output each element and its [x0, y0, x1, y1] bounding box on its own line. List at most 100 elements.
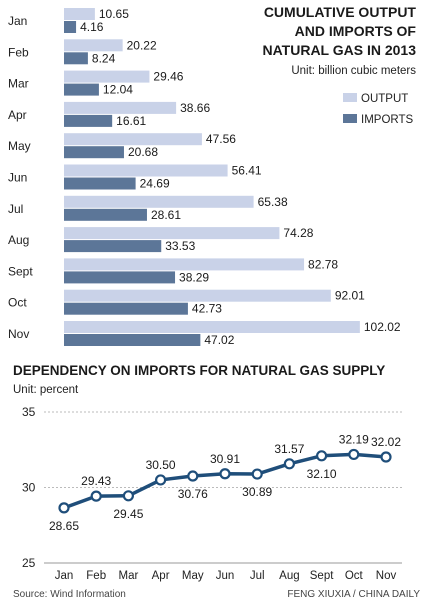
bar-imports-value: 24.69	[140, 177, 170, 191]
x-tick-label: Feb	[86, 570, 106, 582]
bar-imports-value: 47.02	[204, 333, 234, 347]
bar-category-label: Oct	[8, 296, 27, 310]
line-value-label: 28.65	[49, 519, 79, 533]
bar-output	[64, 101, 177, 114]
bar-chart-title-line-2: AND IMPORTS OF	[295, 23, 417, 39]
legend-swatch-output	[343, 93, 357, 102]
line-point	[219, 468, 231, 480]
bar-output	[64, 39, 123, 52]
bar-category-label: Jan	[8, 14, 27, 28]
bar-category-label: Nov	[8, 327, 29, 341]
bar-output	[64, 227, 280, 240]
bar-output-value: 65.38	[258, 195, 288, 209]
bar-imports	[64, 114, 113, 127]
bar-output-value: 29.46	[153, 70, 183, 84]
bar-imports	[64, 302, 188, 315]
line-value-label: 29.43	[81, 474, 111, 488]
line-value-label: 29.45	[113, 507, 143, 521]
bar-category-label: Apr	[8, 108, 27, 122]
x-tick-label: May	[182, 570, 204, 582]
bar-output-value: 102.02	[364, 320, 401, 334]
line-point	[380, 451, 392, 463]
bar-imports-value: 20.68	[128, 145, 158, 159]
bar-imports-value: 42.73	[192, 302, 222, 316]
bar-imports	[64, 52, 88, 65]
bar-imports	[64, 146, 124, 159]
x-tick-label: Sept	[310, 570, 334, 582]
y-tick-label: 25	[22, 556, 36, 570]
bar-output-value: 38.66	[180, 101, 210, 115]
bar-imports	[64, 177, 136, 190]
bar-imports-value: 38.29	[179, 270, 209, 284]
line-point	[348, 448, 360, 461]
bar-imports-value: 12.04	[103, 83, 133, 97]
line-chart-plot: 25 30 35 28.65 Jan 29.43 Feb 29.45 Mar 30.50 Apr 30…	[22, 405, 402, 582]
line-value-label: 30.91	[210, 452, 240, 466]
bar-imports	[64, 83, 99, 96]
bar-output-value: 47.56	[206, 132, 236, 146]
bar-category-label: Mar	[8, 77, 29, 91]
bar-output-value: 74.28	[283, 226, 313, 240]
bar-category-label: Sept	[8, 264, 33, 278]
bar-category-label: Jun	[8, 171, 27, 185]
bar-chart-title-line-1: CUMULATIVE OUTPUT	[264, 4, 417, 20]
bar-output	[64, 195, 254, 208]
y-tick-label: 30	[22, 481, 36, 495]
bar-imports	[64, 271, 176, 284]
bar-chart-title-line-3: NATURAL GAS IN 2013	[262, 42, 416, 58]
legend-swatch-imports	[343, 114, 357, 123]
bar-chart-legend: OUTPUT IMPORTS	[343, 93, 414, 126]
x-tick-label: Jun	[216, 570, 235, 582]
bar-imports-value: 33.53	[165, 239, 195, 253]
line-value-label: 31.57	[274, 442, 304, 456]
y-tick-label: 35	[22, 405, 36, 419]
line-point	[251, 468, 263, 480]
bar-output-value: 20.22	[127, 38, 157, 52]
bar-category-label: Aug	[8, 233, 29, 247]
line-point	[122, 490, 134, 502]
line-chart-title: DEPENDENCY ON IMPORTS FOR NATURAL GAS SU…	[13, 363, 385, 378]
legend-label-output: OUTPUT	[361, 93, 408, 105]
bar-output-value: 10.65	[99, 7, 129, 21]
bar-output	[64, 164, 228, 177]
bar-category-label: Jul	[8, 202, 23, 216]
bar-imports-value: 8.24	[92, 51, 116, 65]
legend-label-imports: IMPORTS	[361, 114, 414, 126]
line-point	[155, 474, 167, 486]
line-value-label: 30.76	[178, 487, 208, 501]
bar-imports-value: 4.16	[80, 20, 104, 34]
x-tick-label: Oct	[345, 570, 364, 582]
bar-output-value: 82.78	[308, 257, 338, 271]
line-value-label: 30.89	[242, 485, 272, 499]
x-tick-label: Aug	[279, 570, 299, 582]
bar-category-label: Feb	[8, 45, 29, 59]
bar-imports-value: 28.61	[151, 208, 181, 222]
source-note: Source: Wind Information	[13, 589, 126, 600]
bar-imports	[64, 21, 77, 33]
bar-output	[64, 70, 150, 83]
x-tick-label: Nov	[376, 570, 397, 582]
line-point	[187, 470, 199, 482]
line-value-label: 32.02	[371, 435, 401, 449]
bar-category-label: May	[8, 139, 31, 153]
bar-output	[64, 321, 360, 333]
line-point	[58, 502, 70, 514]
bar-output	[64, 289, 331, 302]
line-value-label: 30.50	[146, 458, 176, 472]
line-point	[90, 490, 102, 502]
x-tick-label: Apr	[152, 570, 170, 582]
line-value-label: 32.19	[339, 432, 369, 446]
line-point	[283, 458, 295, 470]
credit-note: FENG XIUXIA / CHINA DAILY	[287, 589, 420, 600]
bar-imports	[64, 208, 147, 221]
bar-imports	[64, 334, 201, 346]
line-chart-unit: Unit: percent	[13, 384, 79, 396]
bar-output-value: 56.41	[232, 164, 262, 178]
bar-chart-unit: Unit: billion cubic meters	[291, 65, 416, 77]
bar-output-value: 92.01	[335, 289, 365, 303]
bar-output	[64, 258, 305, 271]
line-point	[316, 450, 328, 462]
bar-imports-value: 16.61	[116, 114, 146, 128]
x-tick-label: Jan	[55, 570, 74, 582]
